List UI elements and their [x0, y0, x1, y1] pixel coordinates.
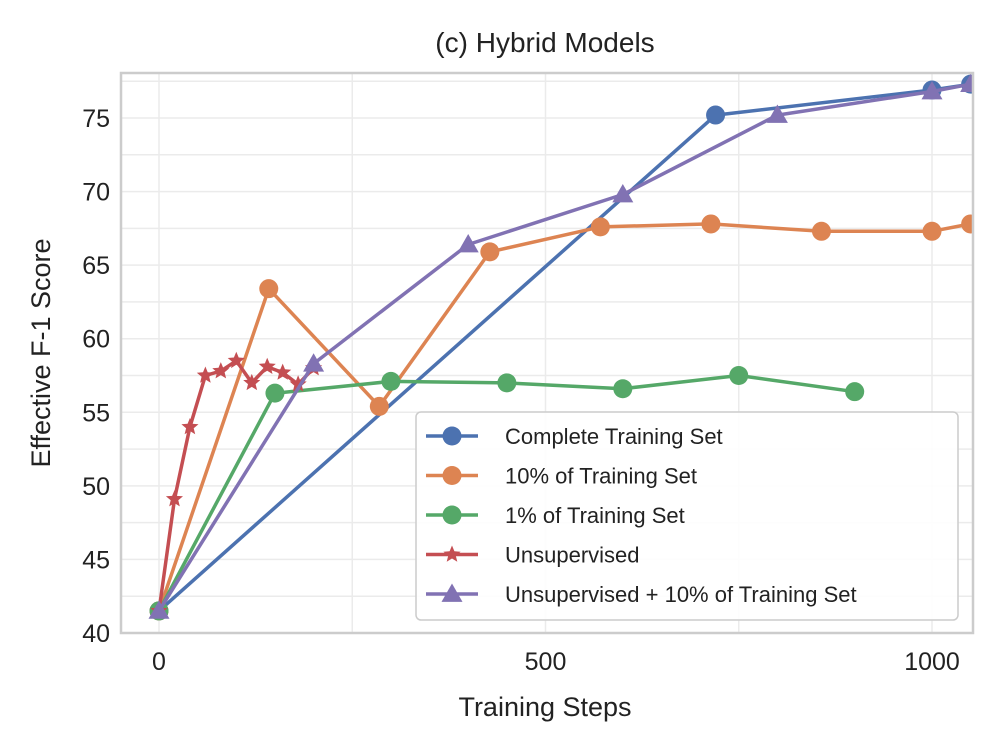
series-4 — [150, 351, 323, 619]
data-point — [148, 600, 170, 619]
data-point — [480, 242, 500, 262]
data-point — [381, 371, 401, 391]
data-point — [921, 81, 943, 100]
data-point — [766, 104, 788, 123]
data-point — [212, 362, 230, 379]
legend-label: 10% of Training Set — [505, 464, 697, 489]
legend-label: Unsupervised — [505, 543, 640, 568]
legend-label: 1% of Training Set — [505, 503, 685, 528]
y-tick-label: 55 — [82, 399, 110, 427]
data-point — [457, 234, 479, 253]
data-point — [196, 366, 214, 383]
y-tick-label: 65 — [82, 252, 110, 280]
data-point — [706, 105, 726, 125]
y-axis-label: Effective F-1 Score — [26, 238, 56, 467]
data-point — [613, 379, 633, 399]
y-tick-label: 60 — [82, 326, 110, 354]
legend-marker — [442, 505, 462, 525]
series-layer — [148, 73, 973, 621]
legend-label: Unsupervised + 10% of Training Set — [505, 582, 857, 607]
data-point — [729, 366, 749, 385]
x-axis-label: Training Steps — [458, 692, 631, 722]
data-point — [289, 375, 307, 392]
data-point — [811, 221, 831, 241]
legend-item: 10% of Training Set — [426, 464, 697, 489]
y-tick-label: 75 — [82, 105, 110, 133]
x-tick-label: 1000 — [904, 648, 960, 676]
data-point — [701, 214, 721, 234]
legend-item: Complete Training Set — [426, 424, 723, 449]
data-point — [258, 357, 276, 374]
data-point — [274, 363, 292, 380]
x-tick-label: 0 — [152, 648, 166, 676]
legend: Complete Training Set 10% of Training Set… — [415, 411, 959, 621]
x-axis-ticks: 0 500 1000 — [152, 648, 960, 676]
data-point — [960, 73, 973, 93]
legend-marker — [441, 583, 463, 602]
data-point — [369, 396, 389, 416]
legend-item: Unsupervised + 10% of Training Set — [426, 582, 857, 607]
data-point — [265, 383, 285, 403]
x-tick-label: 500 — [525, 648, 567, 676]
data-point — [497, 373, 517, 393]
plot-frame — [119, 71, 975, 635]
data-point — [590, 217, 610, 237]
legend-item: 1% of Training Set — [426, 503, 685, 528]
data-point — [845, 382, 865, 402]
series-5 — [148, 73, 973, 619]
data-point — [227, 351, 245, 369]
y-tick-label: 50 — [82, 473, 110, 501]
legend-marker — [443, 545, 461, 562]
data-point — [243, 373, 261, 391]
legend-marker — [442, 426, 462, 446]
legend-marker — [442, 466, 462, 485]
legend-item: Unsupervised — [426, 543, 640, 568]
data-point — [961, 214, 973, 234]
legend-label: Complete Training Set — [505, 424, 723, 449]
y-tick-label: 70 — [82, 179, 110, 207]
y-tick-label: 45 — [82, 546, 110, 574]
data-point — [181, 418, 199, 435]
chart-title: (c) Hybrid Models — [435, 27, 654, 58]
data-point — [922, 221, 942, 241]
data-point — [303, 353, 325, 372]
data-point — [259, 279, 279, 299]
data-point — [612, 184, 634, 203]
data-point — [165, 490, 183, 507]
legend-box — [415, 411, 959, 621]
y-axis-ticks: 40 45 50 55 60 65 70 75 — [82, 105, 110, 648]
y-tick-label: 40 — [82, 620, 110, 648]
